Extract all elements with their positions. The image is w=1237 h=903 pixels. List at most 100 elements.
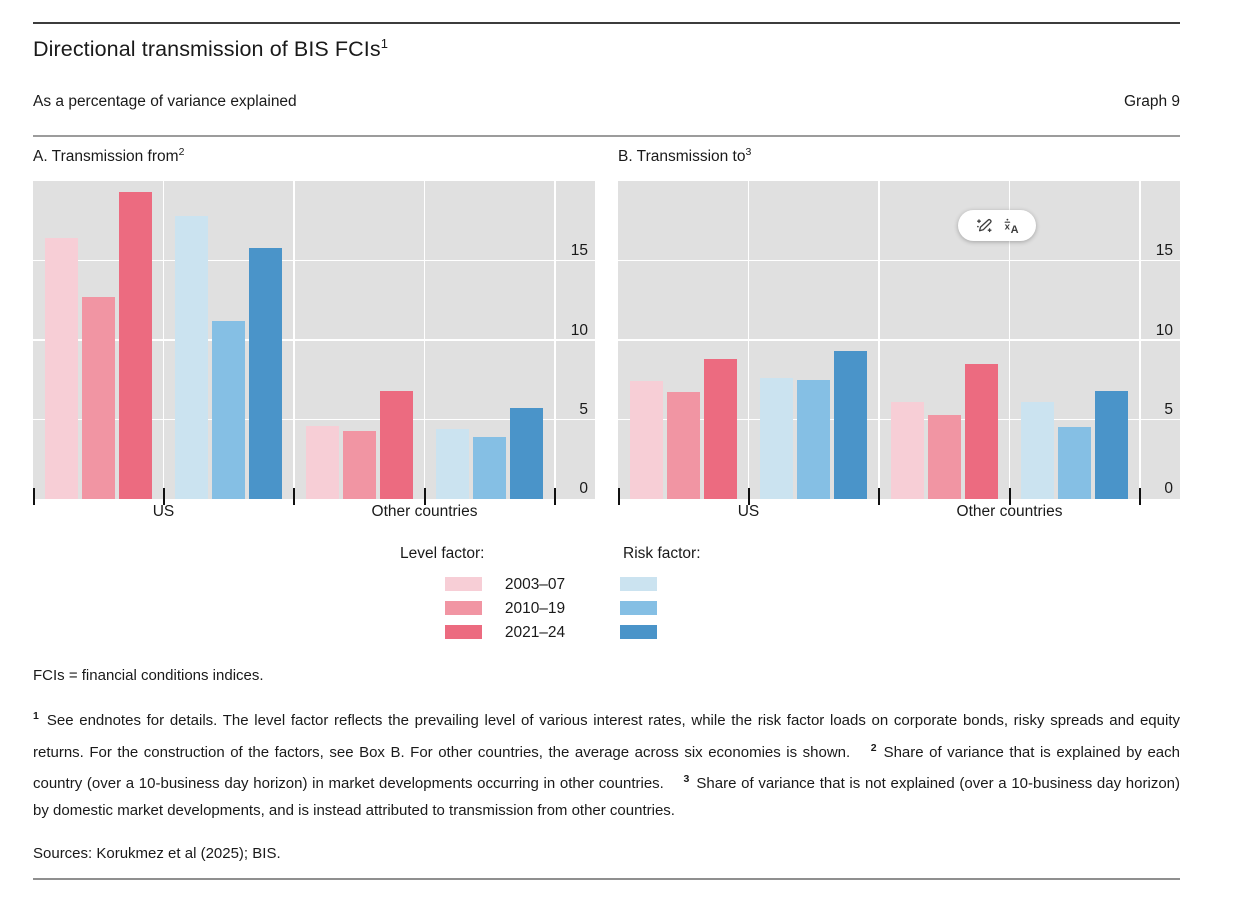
x-gridline xyxy=(423,181,426,499)
bottom-rule xyxy=(33,878,1180,880)
x-gridline xyxy=(1139,181,1141,499)
y-gridline xyxy=(33,259,595,262)
bar xyxy=(666,392,700,499)
y-axis-tick-label: 15 xyxy=(1155,242,1173,259)
bar xyxy=(118,192,152,499)
page-title: Directional transmission of BIS FCIs1 xyxy=(33,36,388,62)
x-axis-tick xyxy=(878,488,880,505)
legend-swatch-level-2010-19 xyxy=(445,601,482,615)
panel-b-title: B. Transmission to3 xyxy=(618,146,751,166)
floating-tool-pill: x A xyxy=(958,210,1036,241)
footnote-2-marker: 2 xyxy=(870,741,877,754)
legend-period-label: 2010–19 xyxy=(504,600,566,617)
x-gridline xyxy=(293,181,295,499)
bar xyxy=(305,425,339,499)
bar xyxy=(797,379,831,499)
svg-text:x: x xyxy=(1004,221,1010,232)
footnotes-paragraph: 1 See endnotes for details. The level fac… xyxy=(33,703,1180,825)
x-category-label: US xyxy=(152,503,175,520)
sources-note: Sources: Korukmez et al (2025); BIS. xyxy=(33,845,281,862)
top-rule xyxy=(33,22,1180,24)
y-axis-tick-label: 15 xyxy=(570,242,588,259)
y-gridline xyxy=(33,418,595,421)
bar xyxy=(1058,427,1092,499)
y-gridline xyxy=(618,259,1180,262)
bar xyxy=(249,247,283,499)
x-axis-tick xyxy=(618,488,620,505)
y-axis-tick-label: 10 xyxy=(570,321,588,339)
y-axis-tick-label: 0 xyxy=(1164,479,1173,497)
legend-risk-factor-header: Risk factor: xyxy=(623,545,701,562)
plot-area-b: 0 5 10 15 xyxy=(618,181,1180,505)
page-title-text: Directional transmission of BIS FCIs xyxy=(33,37,381,62)
legend-level-factor-header: Level factor: xyxy=(400,545,485,562)
x-axis-tick xyxy=(1008,488,1011,505)
y-axis-tick-label: 0 xyxy=(579,479,588,497)
x-axis-tick xyxy=(162,488,165,505)
bar xyxy=(175,215,209,499)
panel-b-title-text: B. Transmission to xyxy=(618,148,746,166)
bar xyxy=(964,363,998,499)
x-gridline xyxy=(554,181,556,499)
legend-swatch-risk-2021-24 xyxy=(620,625,657,639)
chart-panel-b: 0 5 10 15 US Other countries xyxy=(618,181,1180,527)
panel-a-title-text: A. Transmission from xyxy=(33,148,179,166)
chart-panel-a: 0 5 10 15 US Other countries xyxy=(33,181,595,527)
footnote-1-text: See endnotes for details. The level fact… xyxy=(33,712,1180,761)
legend-swatch-level-2021-24 xyxy=(445,625,482,639)
bar xyxy=(212,320,246,499)
graph-number-label: Graph 9 xyxy=(1123,93,1180,110)
panel-a-title: A. Transmission from2 xyxy=(33,146,184,166)
bar xyxy=(834,351,868,499)
bar xyxy=(473,437,507,499)
legend-swatch-risk-2003-07 xyxy=(620,577,657,591)
bar xyxy=(81,297,115,499)
y-axis-tick-label: 5 xyxy=(1164,401,1173,418)
magic-pen-icon xyxy=(976,218,992,232)
legend-swatch-level-2003-07 xyxy=(445,577,482,591)
x-category-label: Other countries xyxy=(956,503,1063,520)
legend-period-label: 2003–07 xyxy=(504,576,566,593)
y-gridline xyxy=(33,339,595,341)
bar xyxy=(927,414,961,499)
y-gridline xyxy=(618,339,1180,341)
legend: Level factor: Risk factor: 2003–07 2010–… xyxy=(400,545,740,647)
bar xyxy=(1095,390,1129,499)
x-gridline xyxy=(1008,181,1011,499)
translate-icon: x A xyxy=(1004,218,1018,235)
page-title-superscript: 1 xyxy=(380,36,389,51)
x-gridline xyxy=(162,181,165,499)
bar xyxy=(342,430,376,499)
x-gridline xyxy=(878,181,880,499)
footnote-3-text: Share of variance that is not explained … xyxy=(33,775,1180,820)
y-axis-tick-label: 5 xyxy=(579,401,588,418)
bar xyxy=(629,381,663,499)
plot-area-a: 0 5 10 15 xyxy=(33,181,595,505)
svg-text:A: A xyxy=(1010,224,1018,235)
footnote-3-marker: 3 xyxy=(683,773,690,786)
bar xyxy=(1021,402,1055,499)
header-divider-rule xyxy=(33,135,1180,137)
abbreviation-note: FCIs = financial conditions indices. xyxy=(33,667,264,684)
bar xyxy=(436,429,470,499)
x-axis-tick xyxy=(33,488,35,505)
bar xyxy=(760,378,794,499)
bar xyxy=(703,359,737,499)
x-axis-tick xyxy=(554,488,556,505)
legend-period-label: 2021–24 xyxy=(504,624,566,641)
bar xyxy=(510,408,544,499)
x-axis-tick xyxy=(1139,488,1141,505)
subtitle: As a percentage of variance explained xyxy=(33,93,297,110)
bar xyxy=(890,402,924,499)
panel-b-title-superscript: 3 xyxy=(745,146,752,158)
footnote-1-marker: 1 xyxy=(33,710,39,722)
magic-pen-button[interactable] xyxy=(975,217,993,235)
translate-button[interactable]: x A xyxy=(1002,217,1020,235)
footnote-2-text: Share of variance that is explained by e… xyxy=(33,743,1180,793)
x-axis-tick xyxy=(293,488,295,505)
legend-swatch-risk-2010-19 xyxy=(620,601,657,615)
x-axis-tick xyxy=(423,488,426,505)
bar xyxy=(379,390,413,499)
x-gridline xyxy=(747,181,750,499)
